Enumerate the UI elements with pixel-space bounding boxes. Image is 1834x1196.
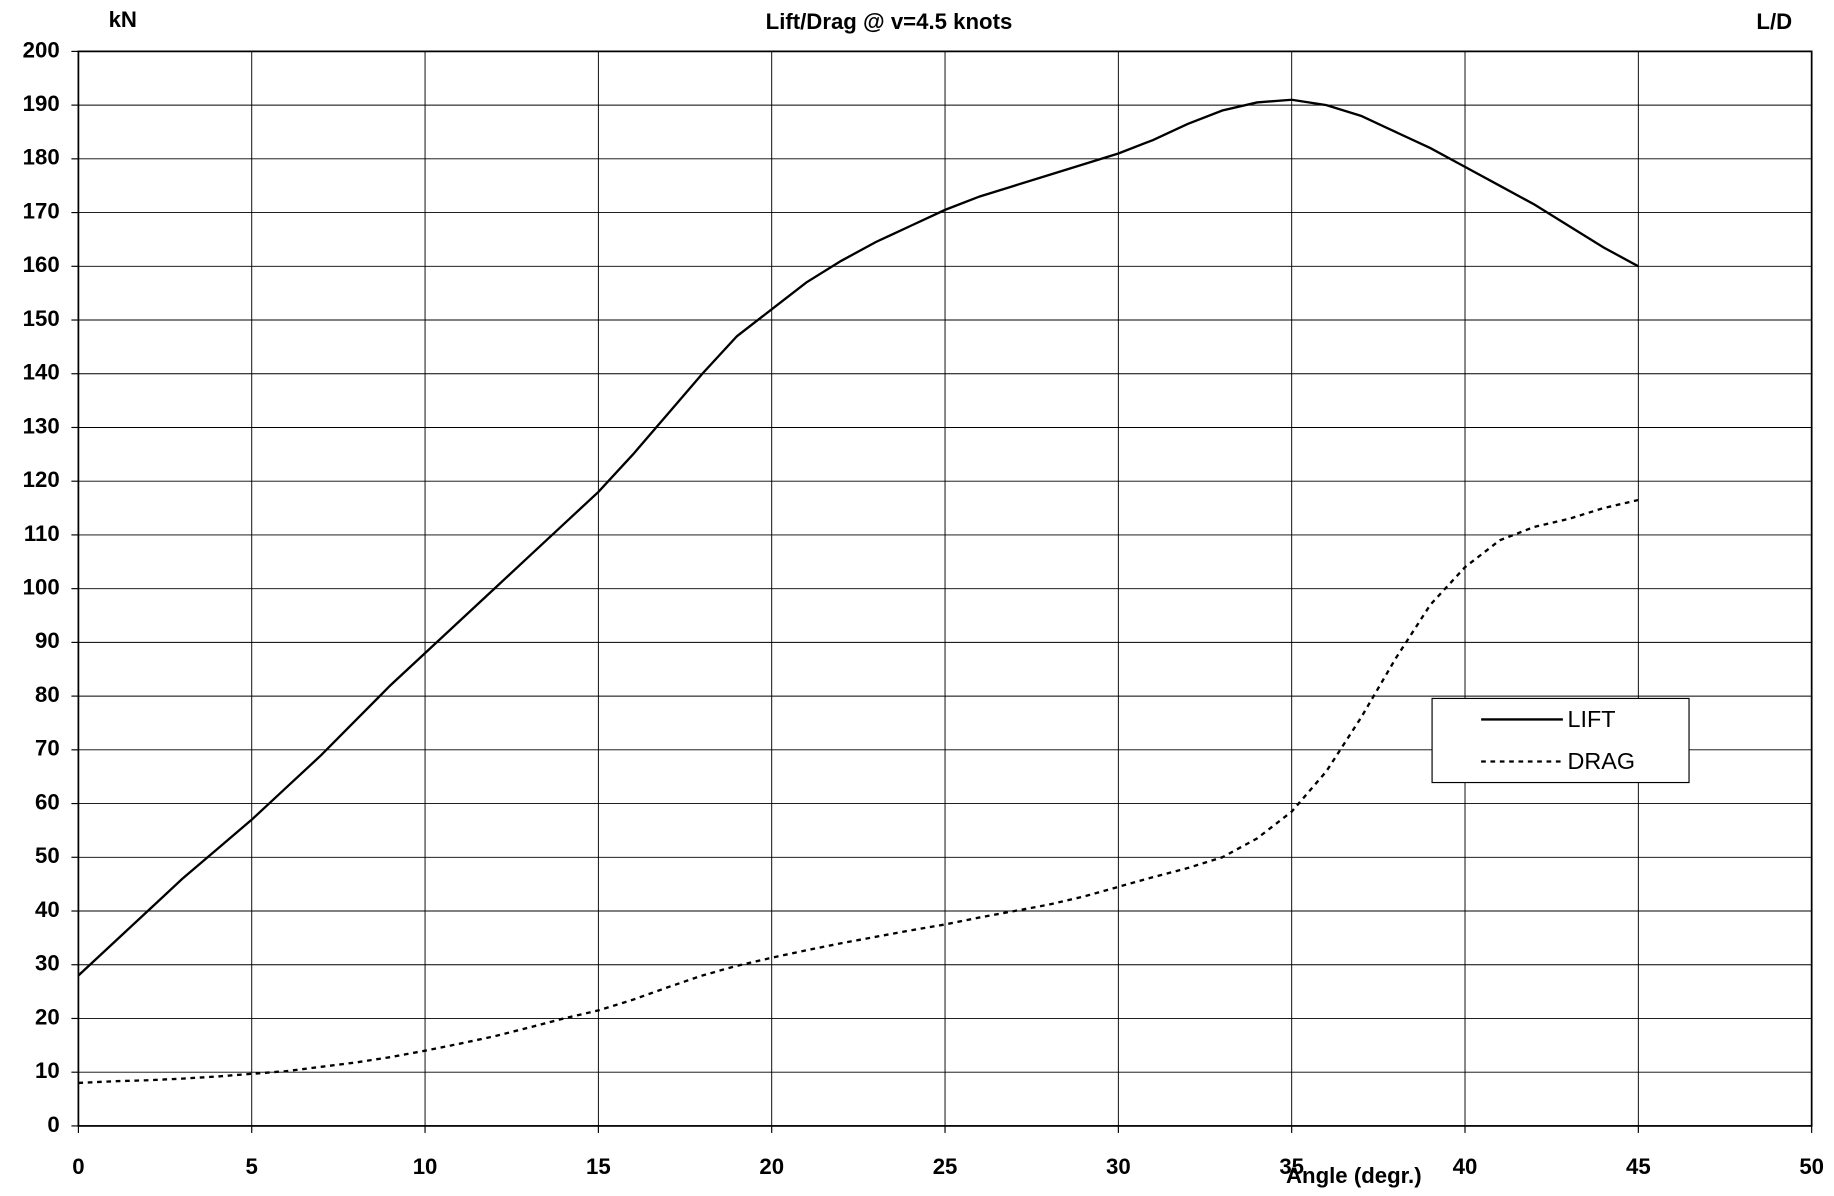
y-tick-label: 150 (23, 306, 60, 331)
x-tick-label: 45 (1626, 1154, 1651, 1179)
y-tick-label: 170 (23, 198, 60, 223)
y-tick-label: 200 (23, 37, 60, 62)
y-tick-label: 60 (35, 789, 60, 814)
y-tick-label: 160 (23, 252, 60, 277)
chart-title: Lift/Drag @ v=4.5 knots (766, 9, 1013, 34)
y-tick-label: 130 (23, 413, 60, 438)
y-tick-label: 70 (35, 736, 60, 761)
y-axis-label: kN (109, 7, 137, 32)
y2-axis-label: L/D (1756, 9, 1792, 34)
y-tick-label: 120 (23, 467, 60, 492)
x-tick-label: 40 (1453, 1154, 1478, 1179)
series-line (77, 98, 1639, 977)
x-tick-label: 25 (933, 1154, 958, 1179)
x-tick-label: 20 (759, 1154, 784, 1179)
x-axis-label: Angle (degr.) (1286, 1163, 1422, 1188)
y-tick-label: 190 (23, 91, 60, 116)
y-tick-label: 90 (35, 628, 60, 653)
legend-label: LIFT (1568, 706, 1616, 732)
y-tick-label: 30 (35, 951, 60, 976)
y-tick-label: 10 (35, 1058, 60, 1083)
y-tick-label: 20 (35, 1004, 60, 1029)
x-tick-label: 50 (1799, 1154, 1824, 1179)
x-tick-label: 15 (586, 1154, 611, 1179)
x-tick-label: 30 (1106, 1154, 1131, 1179)
x-tick-label: 5 (246, 1154, 258, 1179)
y-tick-label: 110 (24, 521, 60, 546)
y-tick-label: 50 (35, 843, 60, 868)
y-tick-label: 140 (23, 360, 60, 385)
x-tick-label: 10 (413, 1154, 438, 1179)
plot-frame (77, 50, 1813, 1127)
y-tick-label: 80 (35, 682, 60, 707)
y-tick-label: 40 (35, 897, 60, 922)
series-line (78, 498, 1639, 1085)
legend-box (1431, 697, 1690, 784)
x-tick-label: 35 (1279, 1154, 1304, 1179)
legend-label: DRAG (1568, 748, 1635, 774)
x-tick-label: 0 (72, 1154, 84, 1179)
y-tick-label: 0 (47, 1112, 59, 1137)
y-tick-label: 180 (23, 145, 60, 170)
y-tick-label: 100 (23, 575, 60, 600)
